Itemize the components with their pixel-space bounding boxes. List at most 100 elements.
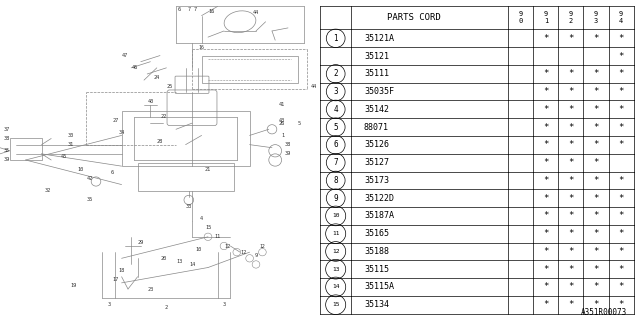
Text: 6: 6 bbox=[333, 140, 338, 149]
Text: *: * bbox=[618, 69, 624, 78]
Text: 12: 12 bbox=[332, 249, 339, 254]
Text: *: * bbox=[568, 34, 573, 43]
Text: 40: 40 bbox=[147, 99, 154, 104]
Text: 35035F: 35035F bbox=[364, 87, 394, 96]
Text: 9
2: 9 2 bbox=[569, 12, 573, 24]
Text: 35115: 35115 bbox=[364, 265, 389, 274]
Text: *: * bbox=[618, 34, 624, 43]
Text: 35142: 35142 bbox=[364, 105, 389, 114]
Text: 35111: 35111 bbox=[364, 69, 389, 78]
Text: 7: 7 bbox=[333, 158, 338, 167]
Text: *: * bbox=[568, 300, 573, 309]
Text: *: * bbox=[618, 229, 624, 238]
Text: *: * bbox=[568, 158, 573, 167]
Text: *: * bbox=[568, 105, 573, 114]
Text: 44: 44 bbox=[310, 84, 317, 89]
Text: 33: 33 bbox=[186, 204, 192, 209]
Text: *: * bbox=[543, 300, 548, 309]
Text: *: * bbox=[593, 194, 598, 203]
Text: *: * bbox=[593, 176, 598, 185]
Text: 47: 47 bbox=[122, 53, 128, 58]
Text: PARTS CORD: PARTS CORD bbox=[387, 13, 441, 22]
Text: 41: 41 bbox=[278, 102, 285, 107]
Text: 4: 4 bbox=[200, 216, 203, 221]
Text: 16: 16 bbox=[199, 45, 204, 50]
Text: 35115A: 35115A bbox=[364, 283, 394, 292]
Text: 9
3: 9 3 bbox=[594, 12, 598, 24]
Text: *: * bbox=[593, 247, 598, 256]
Text: *: * bbox=[593, 140, 598, 149]
Text: *: * bbox=[618, 87, 624, 96]
Text: 21: 21 bbox=[205, 167, 211, 172]
Text: 35165: 35165 bbox=[364, 229, 389, 238]
Text: 14: 14 bbox=[189, 262, 195, 267]
Text: *: * bbox=[593, 229, 598, 238]
Text: *: * bbox=[543, 69, 548, 78]
Text: 37: 37 bbox=[3, 127, 10, 132]
Text: *: * bbox=[618, 283, 624, 292]
Text: 6: 6 bbox=[178, 7, 180, 12]
Text: 9: 9 bbox=[333, 194, 338, 203]
Text: 35126: 35126 bbox=[364, 140, 389, 149]
Text: 3: 3 bbox=[333, 87, 338, 96]
Text: *: * bbox=[618, 194, 624, 203]
Text: *: * bbox=[543, 212, 548, 220]
Text: 35173: 35173 bbox=[364, 176, 389, 185]
Text: 13: 13 bbox=[176, 259, 182, 264]
Text: 45: 45 bbox=[61, 155, 67, 159]
Text: *: * bbox=[618, 176, 624, 185]
Text: 10: 10 bbox=[332, 213, 339, 219]
Text: 9
0: 9 0 bbox=[518, 12, 523, 24]
Text: 35121A: 35121A bbox=[364, 34, 394, 43]
Text: *: * bbox=[568, 194, 573, 203]
Text: *: * bbox=[543, 123, 548, 132]
Text: 8: 8 bbox=[333, 176, 338, 185]
Text: 35188: 35188 bbox=[364, 247, 389, 256]
Text: 29: 29 bbox=[138, 240, 144, 245]
Text: *: * bbox=[543, 34, 548, 43]
Text: 2: 2 bbox=[333, 69, 338, 78]
Text: *: * bbox=[618, 140, 624, 149]
Text: *: * bbox=[593, 87, 598, 96]
Text: 9
4: 9 4 bbox=[619, 12, 623, 24]
Text: *: * bbox=[593, 300, 598, 309]
Text: *: * bbox=[543, 105, 548, 114]
Text: *: * bbox=[568, 229, 573, 238]
Text: 2: 2 bbox=[165, 305, 168, 310]
Text: 35187A: 35187A bbox=[364, 212, 394, 220]
Text: *: * bbox=[593, 123, 598, 132]
Text: A351R00073: A351R00073 bbox=[581, 308, 627, 317]
Text: 28: 28 bbox=[157, 139, 163, 144]
Text: 38: 38 bbox=[3, 136, 10, 141]
Text: 3: 3 bbox=[108, 302, 110, 307]
Text: *: * bbox=[593, 212, 598, 220]
Text: 11: 11 bbox=[214, 234, 221, 239]
Text: 43: 43 bbox=[278, 117, 285, 123]
Text: *: * bbox=[593, 34, 598, 43]
Text: 15: 15 bbox=[205, 225, 211, 230]
Text: *: * bbox=[618, 265, 624, 274]
Text: 11: 11 bbox=[332, 231, 339, 236]
Text: 9: 9 bbox=[255, 253, 257, 258]
Text: 5: 5 bbox=[333, 123, 338, 132]
Text: *: * bbox=[543, 140, 548, 149]
Text: 30: 30 bbox=[67, 133, 74, 138]
Text: 23: 23 bbox=[147, 286, 154, 292]
Text: *: * bbox=[593, 265, 598, 274]
Text: 46: 46 bbox=[131, 65, 138, 70]
Text: *: * bbox=[568, 265, 573, 274]
Text: 18: 18 bbox=[118, 268, 125, 273]
Text: *: * bbox=[543, 265, 548, 274]
Text: *: * bbox=[543, 87, 548, 96]
Text: *: * bbox=[618, 52, 624, 60]
Text: 39: 39 bbox=[3, 157, 10, 163]
Text: *: * bbox=[618, 247, 624, 256]
Text: 39: 39 bbox=[285, 151, 291, 156]
Text: 32: 32 bbox=[45, 188, 51, 193]
Text: 4: 4 bbox=[333, 105, 338, 114]
Text: 35: 35 bbox=[86, 197, 93, 203]
Text: 88071: 88071 bbox=[364, 123, 389, 132]
Text: *: * bbox=[543, 158, 548, 167]
Text: *: * bbox=[593, 105, 598, 114]
Text: 35121: 35121 bbox=[364, 52, 389, 60]
